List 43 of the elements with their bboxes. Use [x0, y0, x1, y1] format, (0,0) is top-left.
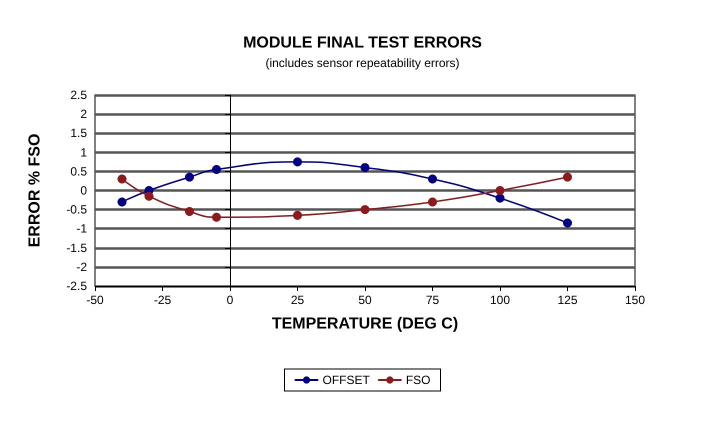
point — [144, 192, 154, 201]
point — [496, 194, 504, 203]
point — [293, 210, 302, 220]
point — [563, 172, 572, 182]
x-tick-label: -25 — [154, 293, 172, 307]
point — [563, 218, 572, 228]
y-tick-label: 0.5 — [70, 164, 88, 178]
y-tick-label: 1 — [80, 145, 88, 160]
y-tick-label: 2.5 — [70, 88, 88, 102]
x-tick-label: 0 — [226, 293, 234, 307]
point — [428, 174, 437, 184]
point — [185, 207, 194, 216]
y-tick-label: 1.5 — [70, 126, 88, 140]
chart-subtitle: (includes sensor repeatability errors) — [265, 56, 460, 70]
point — [293, 157, 302, 166]
x-tick-label: 75 — [426, 293, 440, 307]
x-axis-title: TEMPERATURE (DEG C) — [272, 316, 458, 332]
point — [360, 205, 370, 214]
point — [496, 186, 504, 195]
point — [360, 163, 370, 172]
x-tick-label: -50 — [86, 293, 104, 307]
chart-title: MODULE FINAL TEST ERRORS — [243, 34, 482, 52]
point — [118, 197, 126, 206]
point — [118, 174, 126, 184]
point — [185, 172, 194, 182]
point — [428, 197, 437, 206]
y-tick-label: -2 — [76, 260, 88, 274]
x-tick-label: 25 — [290, 293, 304, 307]
x-tick-label: 150 — [624, 293, 646, 307]
y-tick-label: -1.5 — [66, 240, 88, 255]
legend-label: OFFSET — [322, 373, 370, 387]
x-tick-label: 50 — [358, 293, 372, 307]
y-tick-label: -2.5 — [66, 279, 88, 293]
y-axis-title: ERROR % FSO — [26, 134, 44, 248]
y-tick-label: -1 — [76, 222, 88, 236]
point — [212, 164, 221, 174]
legend-label: FSO — [406, 373, 431, 387]
point — [212, 212, 221, 222]
y-tick-label: 0 — [80, 184, 88, 198]
y-tick-label: -0.5 — [66, 202, 88, 217]
x-tick-label: 100 — [490, 293, 510, 307]
x-tick-label: 125 — [557, 293, 578, 307]
y-tick-label: 2 — [80, 107, 88, 122]
